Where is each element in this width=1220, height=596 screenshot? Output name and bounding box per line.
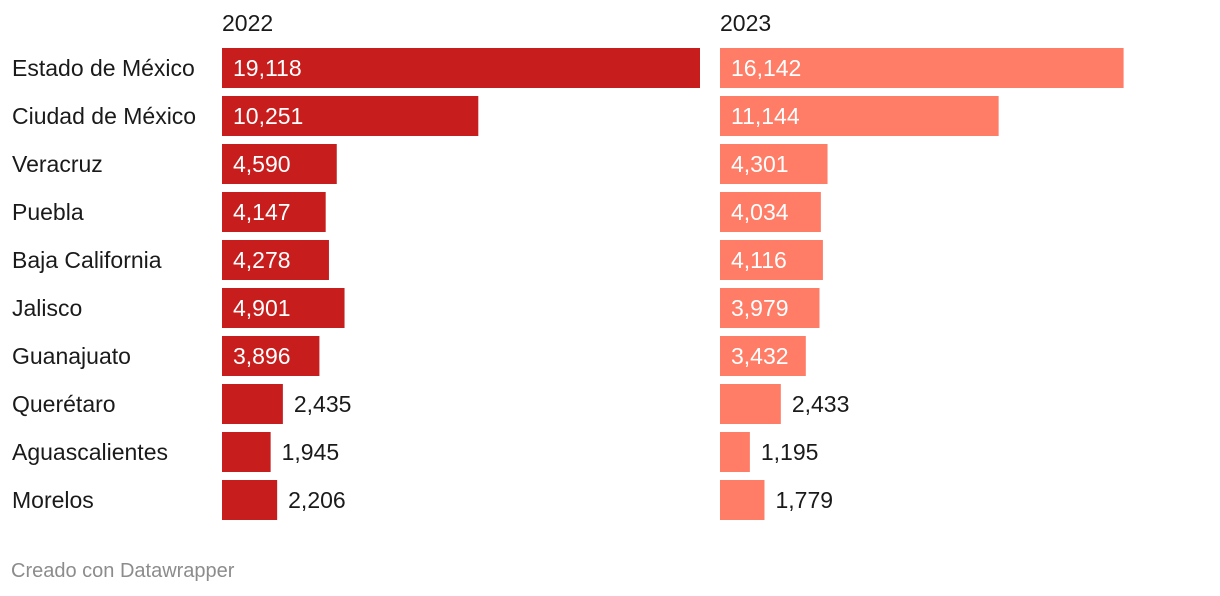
bar bbox=[720, 48, 1124, 88]
category-label: Baja California bbox=[12, 247, 162, 273]
bar bbox=[720, 480, 765, 520]
category-label: Puebla bbox=[12, 199, 84, 225]
value-label: 4,034 bbox=[731, 199, 789, 225]
bar bbox=[720, 288, 820, 328]
value-label: 2,435 bbox=[294, 391, 352, 417]
bar bbox=[720, 144, 828, 184]
value-label: 19,118 bbox=[233, 55, 302, 81]
bar bbox=[720, 384, 781, 424]
value-label: 4,901 bbox=[233, 295, 291, 321]
bar bbox=[720, 240, 823, 280]
value-label: 3,432 bbox=[731, 343, 789, 369]
category-label: Guanajuato bbox=[12, 343, 131, 369]
value-label: 4,590 bbox=[233, 151, 291, 177]
panel-year-label: 2023 bbox=[720, 10, 771, 36]
bar bbox=[222, 96, 479, 136]
value-label: 3,979 bbox=[731, 295, 789, 321]
value-label: 4,116 bbox=[731, 247, 787, 273]
value-label: 4,278 bbox=[233, 247, 291, 273]
bar bbox=[222, 192, 326, 232]
bar bbox=[222, 288, 345, 328]
credit-text: Creado con Datawrapper bbox=[11, 560, 235, 582]
bar bbox=[222, 384, 283, 424]
value-label: 2,433 bbox=[792, 391, 850, 417]
panel-year-label: 2022 bbox=[222, 10, 273, 36]
category-label: Aguascalientes bbox=[12, 439, 168, 465]
bar bbox=[720, 192, 821, 232]
bar bbox=[720, 336, 806, 376]
category-label: Ciudad de México bbox=[12, 103, 196, 129]
category-label: Jalisco bbox=[12, 295, 82, 321]
value-label: 1,195 bbox=[761, 439, 819, 465]
value-label: 11,144 bbox=[731, 103, 800, 129]
value-label: 10,251 bbox=[233, 103, 303, 129]
bar bbox=[222, 480, 278, 520]
value-label: 4,147 bbox=[233, 199, 291, 225]
bar bbox=[222, 432, 271, 472]
value-label: 1,779 bbox=[775, 487, 833, 513]
value-label: 2,206 bbox=[288, 487, 346, 513]
bar bbox=[222, 144, 337, 184]
bar bbox=[720, 432, 750, 472]
bar bbox=[222, 240, 329, 280]
category-label: Querétaro bbox=[12, 391, 116, 417]
bar bbox=[720, 96, 999, 136]
value-label: 3,896 bbox=[233, 343, 291, 369]
category-label: Estado de México bbox=[12, 55, 195, 81]
bar bbox=[222, 336, 320, 376]
category-label: Morelos bbox=[12, 487, 94, 513]
value-label: 16,142 bbox=[731, 55, 801, 81]
value-label: 4,301 bbox=[731, 151, 789, 177]
value-label: 1,945 bbox=[282, 439, 340, 465]
bar bbox=[222, 48, 700, 88]
category-label: Veracruz bbox=[12, 151, 103, 177]
